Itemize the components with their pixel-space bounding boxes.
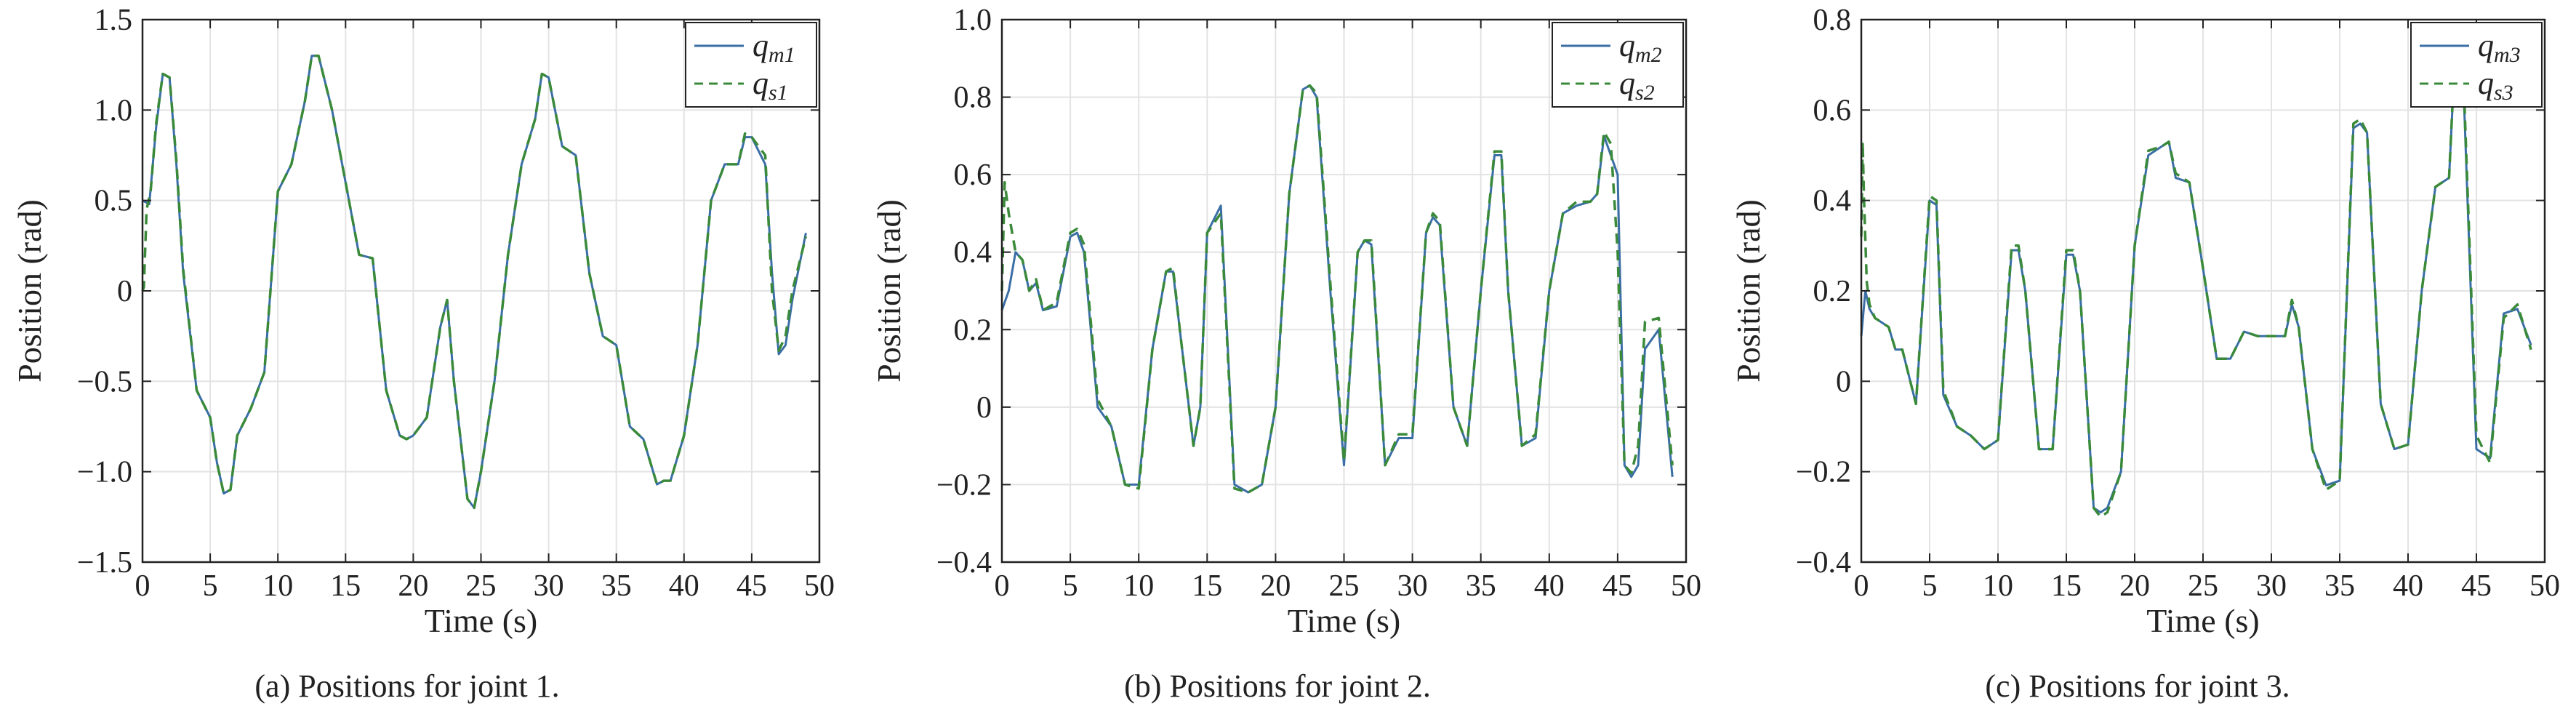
y-tick-label: 0.6 — [1813, 94, 1852, 127]
x-tick-label: 35 — [601, 569, 632, 603]
series-line-s1 — [141, 54, 808, 510]
x-tick-label: 0 — [135, 569, 151, 603]
caption-joint-1: (a) Positions for joint 1. — [254, 668, 559, 704]
x-tick-label: 0 — [1854, 569, 1869, 603]
y-tick-label: 0 — [117, 275, 132, 308]
x-tick-label: 45 — [737, 569, 767, 603]
x-tick-label: 25 — [466, 569, 497, 603]
x-axis-label: Time (s) — [425, 602, 538, 639]
y-axis-label: Position (rad) — [11, 199, 48, 382]
y-tick-label: 0 — [1836, 365, 1851, 398]
x-tick-label: 40 — [2393, 569, 2423, 603]
plot-joint-1: 0 5 10 15 20 25 30 35 40 45 50 −1.5 −1.0 −0.5 0 0.5 1.0 1… — [11, 4, 835, 639]
legend-box — [685, 22, 817, 108]
x-tick-label: 5 — [203, 569, 218, 603]
y-tick-label: 0.6 — [954, 159, 992, 192]
y-axis-label: Position (rad) — [870, 199, 907, 382]
panel-joint-3: 0 5 10 15 20 25 30 35 40 45 50 −0.4 −0.2 0 0.2 0.4 0.6 0.… — [1730, 4, 2560, 704]
y-tick-label: 0.5 — [95, 185, 133, 218]
x-tick-label: 20 — [1260, 569, 1291, 603]
x-tick-label: 40 — [669, 569, 699, 603]
y-tick-label: 1.5 — [95, 4, 133, 37]
x-tick-label: 10 — [1983, 569, 2013, 603]
x-axis-label: Time (s) — [2146, 602, 2260, 639]
x-tick-label: 35 — [2324, 569, 2355, 603]
plot-joint-2: 0 5 10 15 20 25 30 35 40 45 50 −0.4 −0.2 0 0.2 0.4 0.6 0.… — [870, 4, 1701, 639]
x-tick-label: 50 — [2529, 569, 2560, 603]
panel-joint-1: 0 5 10 15 20 25 30 35 40 45 50 −1.5 −1.0 −0.5 0 0.5 1.0 1… — [11, 4, 835, 704]
x-tick-label: 0 — [995, 569, 1010, 603]
x-tick-label: 5 — [1922, 569, 1938, 603]
plot-joint-3: 0 5 10 15 20 25 30 35 40 45 50 −0.4 −0.2 0 0.2 0.4 0.6 0.… — [1730, 4, 2560, 639]
x-tick-label: 10 — [1123, 569, 1154, 603]
x-tick-label: 10 — [262, 569, 293, 603]
y-tick-label: 0.2 — [954, 313, 992, 347]
y-tick-label: 0.4 — [1813, 185, 1852, 218]
panel-joint-2: 0 5 10 15 20 25 30 35 40 45 50 −0.4 −0.2 0 0.2 0.4 0.6 0.… — [870, 4, 1701, 704]
series-line-s2 — [1000, 84, 1674, 494]
x-tick-label: 15 — [1192, 569, 1222, 603]
caption-joint-2: (b) Positions for joint 2. — [1124, 668, 1431, 704]
x-tick-label: 30 — [1397, 569, 1428, 603]
y-tick-label: −1.0 — [77, 456, 132, 489]
y-tick-label: −0.2 — [936, 468, 992, 502]
y-tick-label: 0.8 — [1813, 4, 1852, 37]
x-tick-label: 50 — [804, 569, 835, 603]
y-tick-label: 1.0 — [954, 4, 992, 37]
x-tick-label: 50 — [1671, 569, 1701, 603]
y-tick-label: 0.8 — [954, 81, 992, 115]
x-tick-label: 35 — [1466, 569, 1496, 603]
x-tick-label: 5 — [1063, 569, 1078, 603]
y-tick-label: 1.0 — [95, 94, 133, 127]
y-tick-label: −0.5 — [77, 365, 132, 398]
y-tick-label: 0 — [976, 391, 992, 425]
y-tick-label: −0.2 — [1796, 456, 1851, 489]
x-tick-label: 40 — [1534, 569, 1565, 603]
x-tick-label: 45 — [2461, 569, 2492, 603]
y-axis-label: Position (rad) — [1730, 199, 1767, 382]
x-tick-label: 45 — [1602, 569, 1633, 603]
x-tick-label: 20 — [398, 569, 428, 603]
y-tick-label: −0.4 — [936, 546, 992, 580]
x-tick-label: 15 — [2051, 569, 2082, 603]
x-tick-label: 20 — [2119, 569, 2150, 603]
caption-joint-3: (c) Positions for joint 3. — [1985, 668, 2290, 704]
x-axis-label: Time (s) — [1288, 602, 1401, 639]
legend-box — [2410, 22, 2543, 108]
x-tick-label: 30 — [534, 569, 564, 603]
y-tick-label: −1.5 — [77, 546, 132, 580]
x-tick-label: 25 — [1329, 569, 1360, 603]
legend-box — [1552, 22, 1684, 108]
x-tick-label: 25 — [2188, 569, 2218, 603]
y-tick-label: 0.4 — [954, 236, 992, 270]
y-tick-label: −0.4 — [1796, 546, 1851, 580]
y-tick-label: 0.2 — [1813, 275, 1852, 308]
x-tick-label: 30 — [2256, 569, 2287, 603]
series-line-s3 — [1860, 31, 2532, 518]
x-tick-label: 15 — [330, 569, 361, 603]
